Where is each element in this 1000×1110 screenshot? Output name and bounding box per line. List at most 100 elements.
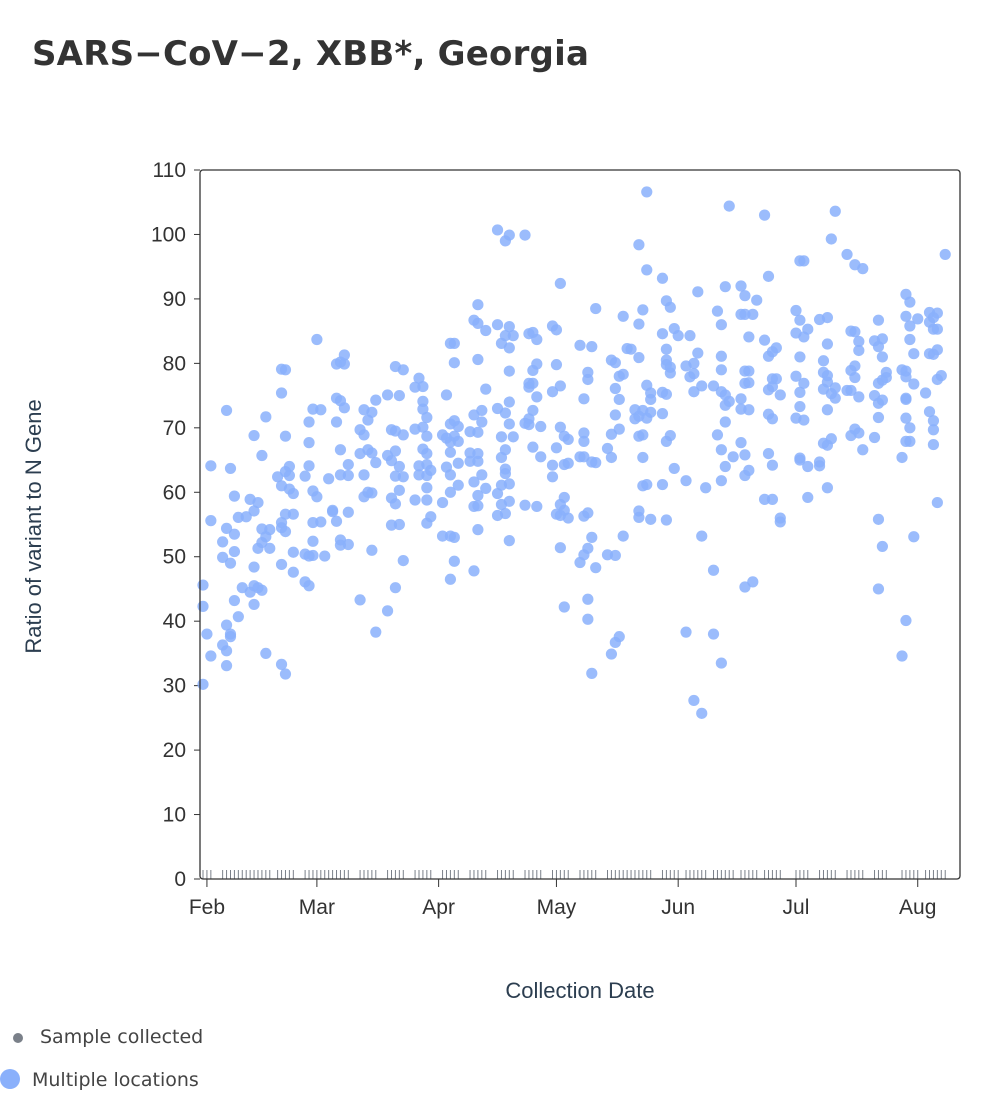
data-point xyxy=(853,335,865,348)
data-point xyxy=(904,320,916,332)
data-point xyxy=(389,582,402,594)
data-point xyxy=(908,348,920,360)
y-tick-label: 100 xyxy=(151,223,186,246)
data-point xyxy=(224,557,237,569)
data-point xyxy=(762,270,775,282)
data-point xyxy=(613,631,625,643)
data-point xyxy=(876,333,888,345)
data-point xyxy=(872,513,885,525)
data-point xyxy=(876,540,888,553)
data-point xyxy=(472,524,484,536)
data-point xyxy=(436,530,449,542)
data-point xyxy=(582,593,594,605)
data-point xyxy=(558,491,570,504)
legend-label-sample: Sample collected xyxy=(40,1026,204,1048)
data-point xyxy=(287,546,299,558)
data-point xyxy=(303,416,315,428)
data-point xyxy=(197,678,209,690)
data-point xyxy=(338,358,350,370)
data-point xyxy=(499,330,511,342)
data-point xyxy=(590,302,602,315)
data-point xyxy=(927,424,940,436)
data-point xyxy=(590,562,602,574)
data-point xyxy=(578,393,590,405)
data-point xyxy=(448,337,460,349)
data-point xyxy=(688,694,700,707)
data-point xyxy=(338,402,350,414)
data-point xyxy=(719,460,731,473)
data-point xyxy=(641,478,653,491)
y-tick-label: 40 xyxy=(163,610,186,633)
data-point xyxy=(444,469,457,481)
data-point xyxy=(609,382,621,395)
data-point xyxy=(562,512,574,524)
data-point xyxy=(248,561,260,573)
data-point xyxy=(735,280,747,292)
x-axis-label: Collection Date xyxy=(505,978,654,1003)
data-point xyxy=(330,515,343,527)
data-point xyxy=(605,648,618,660)
data-point xyxy=(425,511,437,523)
data-point xyxy=(849,326,861,338)
data-point xyxy=(696,530,708,542)
x-tick-label: Apr xyxy=(422,896,455,919)
data-point xyxy=(794,314,806,326)
data-point xyxy=(366,544,378,556)
data-point xyxy=(491,487,504,500)
data-point xyxy=(590,457,602,469)
data-point xyxy=(688,386,700,398)
data-point xyxy=(900,365,912,377)
data-point xyxy=(582,366,594,378)
data-point xyxy=(908,378,920,390)
data-point xyxy=(743,464,755,476)
data-point xyxy=(338,349,350,361)
data-point xyxy=(275,658,288,670)
data-point xyxy=(448,531,460,543)
data-point xyxy=(421,411,433,424)
data-point xyxy=(707,564,720,576)
data-point xyxy=(931,344,943,356)
data-point xyxy=(248,429,260,442)
data-point xyxy=(821,312,834,324)
data-point xyxy=(315,404,327,416)
data-point xyxy=(315,516,327,528)
data-point xyxy=(857,444,869,456)
data-point xyxy=(279,364,292,376)
data-point xyxy=(480,324,492,337)
data-point xyxy=(633,239,645,251)
data-point xyxy=(609,549,621,562)
data-point xyxy=(197,579,209,591)
data-point xyxy=(605,451,618,464)
data-point xyxy=(794,400,806,413)
data-point xyxy=(617,368,629,380)
data-point xyxy=(472,317,484,330)
data-point xyxy=(275,558,288,571)
data-point xyxy=(735,437,747,449)
data-point xyxy=(448,555,460,567)
data-point xyxy=(727,451,739,463)
data-point xyxy=(825,233,837,245)
y-axis: 0 10 20 30 40 50 60 70 80 90 100 110 xyxy=(151,159,200,891)
data-point xyxy=(872,583,885,595)
data-point xyxy=(480,482,492,495)
data-point xyxy=(680,626,692,638)
data-point xyxy=(802,460,814,473)
data-point xyxy=(719,281,731,293)
data-point xyxy=(774,512,786,524)
data-point xyxy=(719,416,731,428)
data-point xyxy=(507,330,519,342)
data-point xyxy=(546,386,559,398)
data-point xyxy=(535,451,547,463)
data-point xyxy=(743,331,755,343)
data-point xyxy=(617,310,629,322)
data-point xyxy=(476,469,488,481)
data-point xyxy=(794,386,806,398)
data-point xyxy=(762,448,775,460)
data-point xyxy=(554,277,566,290)
data-point xyxy=(672,330,684,342)
data-point xyxy=(692,286,704,298)
data-point xyxy=(853,427,865,439)
data-point xyxy=(645,387,657,399)
data-point xyxy=(472,353,484,366)
data-point xyxy=(472,426,484,438)
